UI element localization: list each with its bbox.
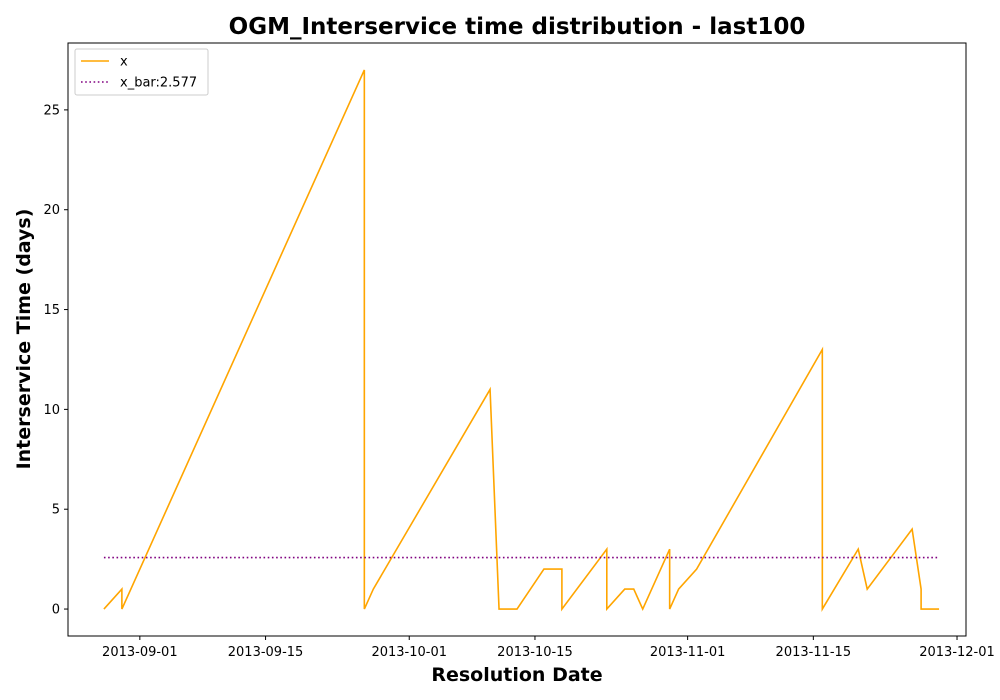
- plot-frame: [67, 42, 967, 637]
- y-axis: 0 5 10 15 20 25: [43, 103, 68, 618]
- x-tick-label: 2013-09-01: [102, 645, 178, 660]
- y-tick-label: 20: [43, 203, 60, 218]
- x-tick-label: 2013-12-01: [919, 645, 995, 660]
- y-tick-label: 0: [52, 603, 60, 618]
- y-tick-label: 10: [43, 403, 60, 418]
- x-axis: 2013-09-01 2013-09-15 2013-10-01 2013-10-15…: [102, 636, 995, 660]
- x-tick-label: 2013-10-01: [371, 645, 447, 660]
- y-tick-label: 5: [52, 503, 60, 518]
- x-axis-label: Resolution Date: [431, 664, 602, 686]
- x-tick-label: 2013-10-15: [497, 645, 573, 660]
- x-tick-label: 2013-11-15: [776, 645, 852, 660]
- chart-title: OGM_Interservice time distribution - las…: [229, 14, 806, 40]
- legend: x x_bar:2.577: [74, 48, 209, 96]
- y-tick-label: 25: [43, 103, 60, 118]
- y-tick-label: 15: [43, 303, 60, 318]
- legend-label-1: x: [120, 55, 128, 70]
- legend-label-2: x_bar:2.577: [120, 76, 197, 91]
- y-axis-label: Interservice Time (days): [13, 209, 35, 470]
- x-tick-label: 2013-11-01: [650, 645, 726, 660]
- x-tick-label: 2013-09-15: [228, 645, 304, 660]
- series-line-1: [103, 69, 940, 612]
